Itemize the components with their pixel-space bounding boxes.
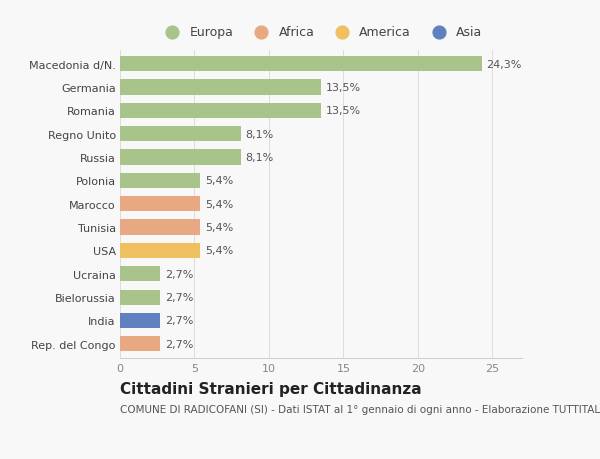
Text: 8,1%: 8,1% [245,153,274,162]
Text: 2,7%: 2,7% [164,269,193,279]
Text: 5,4%: 5,4% [205,223,233,233]
Bar [120,150,241,165]
Text: Cittadini Stranieri per Cittadinanza: Cittadini Stranieri per Cittadinanza [120,381,422,396]
Legend: Europa, Africa, America, Asia: Europa, Africa, America, Asia [160,26,482,39]
Text: 2,7%: 2,7% [164,316,193,326]
Text: 2,7%: 2,7% [164,292,193,302]
Text: 13,5%: 13,5% [325,83,361,93]
Bar [120,197,200,212]
Text: 2,7%: 2,7% [164,339,193,349]
Bar [120,243,200,258]
Text: 8,1%: 8,1% [245,129,274,140]
Bar [120,80,321,95]
Text: 24,3%: 24,3% [486,60,521,69]
Bar [120,267,160,282]
Text: 5,4%: 5,4% [205,246,233,256]
Text: 5,4%: 5,4% [205,176,233,186]
Bar [120,336,160,352]
Bar [120,127,241,142]
Bar [120,57,482,72]
Text: 5,4%: 5,4% [205,199,233,209]
Bar [120,313,160,328]
Bar [120,103,321,118]
Bar [120,174,200,189]
Text: 13,5%: 13,5% [325,106,361,116]
Text: COMUNE DI RADICOFANI (SI) - Dati ISTAT al 1° gennaio di ogni anno - Elaborazione: COMUNE DI RADICOFANI (SI) - Dati ISTAT a… [120,404,600,414]
Bar [120,290,160,305]
Bar [120,220,200,235]
